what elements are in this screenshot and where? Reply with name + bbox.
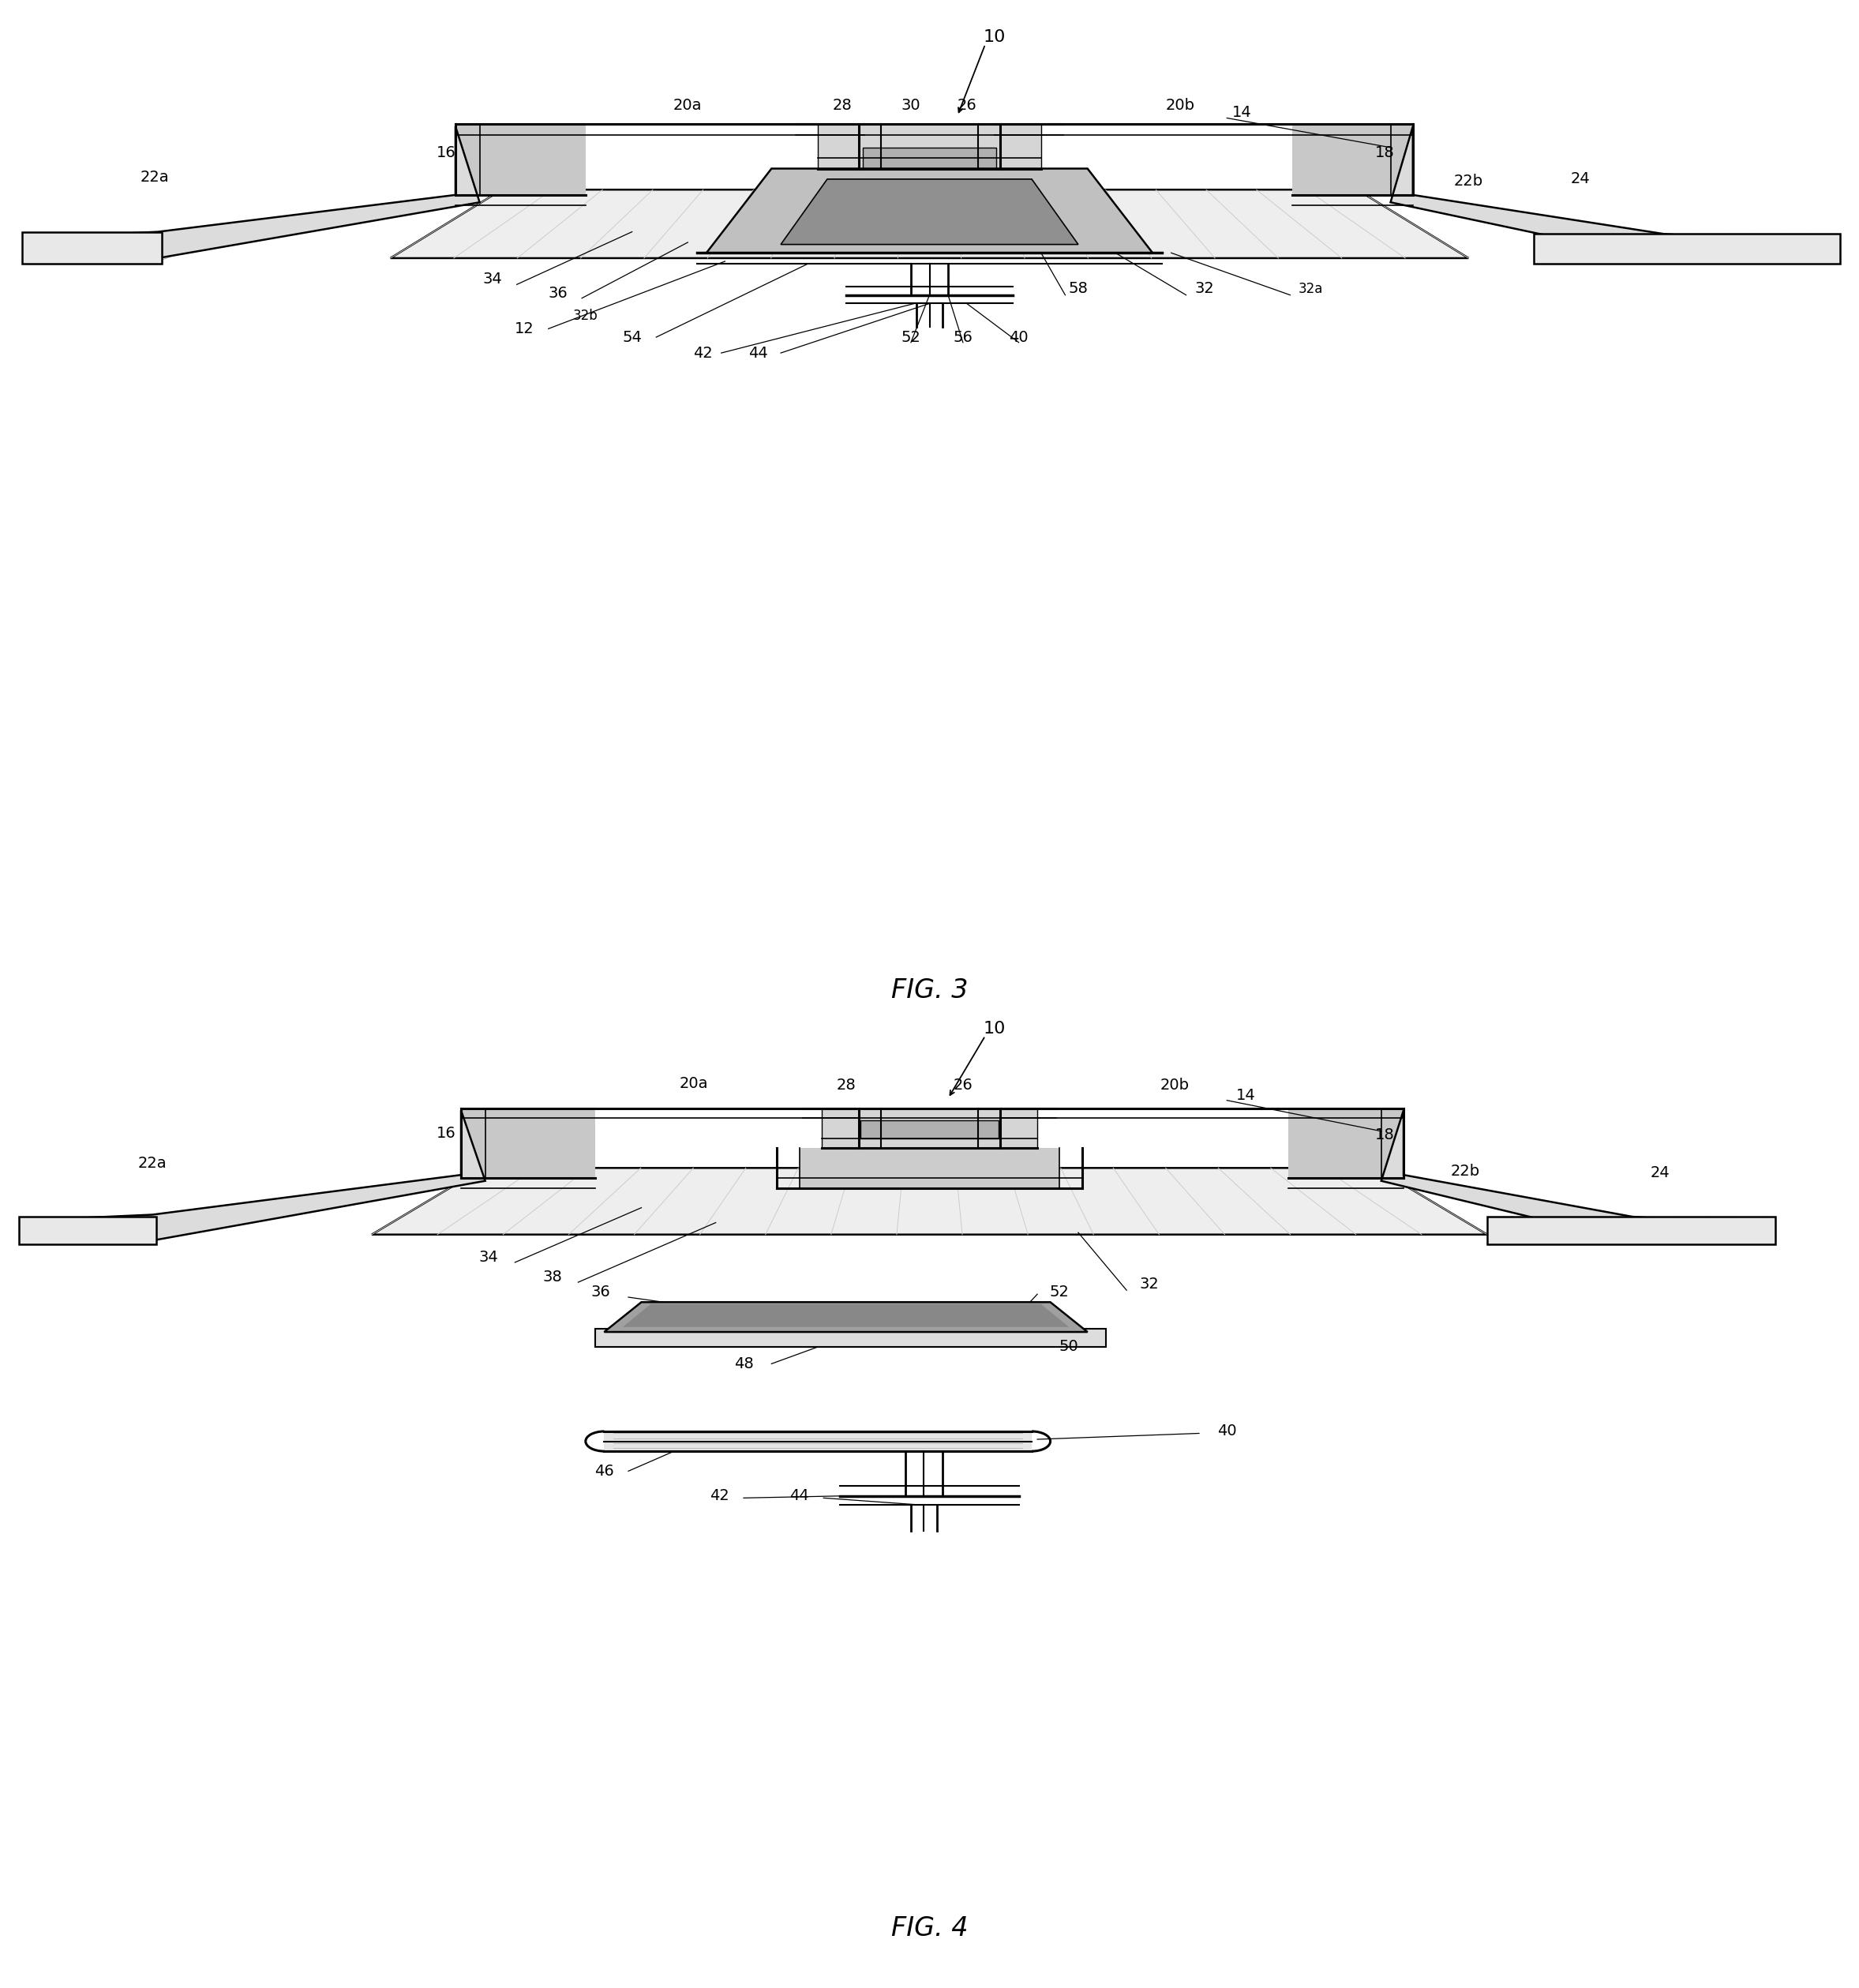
Polygon shape: [623, 1304, 1069, 1328]
Text: 56: 56: [954, 330, 972, 344]
Bar: [1288, 1107, 1404, 1177]
Text: 36: 36: [591, 1284, 610, 1300]
Text: 10: 10: [983, 30, 1006, 46]
Bar: [455, 125, 586, 195]
Bar: [1292, 125, 1413, 195]
Text: 54: 54: [623, 330, 641, 344]
Bar: [461, 1107, 595, 1177]
Text: 14: 14: [1236, 1087, 1255, 1103]
Text: 24: 24: [1571, 171, 1589, 187]
Text: FIG. 3: FIG. 3: [890, 978, 969, 1004]
Text: 26: 26: [957, 97, 976, 113]
Text: 36: 36: [548, 286, 567, 300]
Text: 20b: 20b: [1166, 97, 1195, 113]
Polygon shape: [41, 1109, 485, 1242]
Text: 16: 16: [437, 145, 455, 161]
Bar: [19, 1217, 156, 1244]
Bar: [799, 1147, 1060, 1187]
Text: 46: 46: [595, 1463, 613, 1479]
Text: 32a: 32a: [1298, 282, 1324, 296]
Text: 34: 34: [480, 1250, 498, 1264]
Text: 22b: 22b: [1450, 1163, 1480, 1179]
Polygon shape: [1391, 127, 1738, 264]
Text: 18: 18: [1376, 145, 1394, 161]
Text: 40: 40: [1009, 330, 1028, 344]
Text: 48: 48: [734, 1356, 753, 1372]
Bar: [1487, 1217, 1775, 1244]
Text: 20b: 20b: [1160, 1077, 1190, 1093]
Polygon shape: [706, 169, 1153, 252]
Text: 22b: 22b: [1454, 173, 1483, 189]
Polygon shape: [372, 1169, 1487, 1235]
Text: 10: 10: [983, 1022, 1006, 1036]
Text: 16: 16: [437, 1125, 455, 1141]
Bar: [861, 1121, 998, 1137]
Text: 32: 32: [1195, 280, 1214, 296]
Text: 40: 40: [1218, 1423, 1236, 1439]
Bar: [822, 1107, 1037, 1149]
Bar: [595, 1328, 1106, 1348]
Text: 14: 14: [1233, 105, 1251, 119]
Bar: [604, 1431, 1032, 1451]
Text: 26: 26: [954, 1077, 972, 1093]
Text: 12: 12: [515, 322, 534, 336]
Text: 42: 42: [693, 346, 712, 360]
Text: 28: 28: [837, 1077, 855, 1093]
Text: 32b: 32b: [573, 308, 599, 324]
Text: 22a: 22a: [139, 169, 169, 185]
Text: 20a: 20a: [673, 97, 703, 113]
Text: 20a: 20a: [679, 1076, 708, 1091]
Polygon shape: [46, 127, 480, 260]
Text: 32: 32: [1140, 1276, 1158, 1292]
Polygon shape: [1381, 1109, 1692, 1244]
Polygon shape: [390, 189, 1469, 258]
Text: 52: 52: [902, 330, 920, 344]
Text: 42: 42: [710, 1489, 729, 1503]
Text: 52: 52: [1050, 1284, 1069, 1300]
Text: FIG. 4: FIG. 4: [890, 1914, 969, 1942]
Text: 30: 30: [902, 97, 920, 113]
Text: 18: 18: [1376, 1127, 1394, 1143]
Bar: [22, 233, 162, 264]
Text: 44: 44: [790, 1489, 809, 1503]
Polygon shape: [604, 1302, 1088, 1332]
Text: 24: 24: [1651, 1165, 1669, 1181]
Text: 58: 58: [1069, 280, 1088, 296]
Bar: [818, 125, 1041, 169]
Text: 34: 34: [483, 272, 502, 286]
Text: 38: 38: [543, 1270, 561, 1284]
Bar: [863, 147, 996, 169]
Text: 44: 44: [749, 346, 768, 360]
Polygon shape: [781, 179, 1078, 245]
Text: 22a: 22a: [138, 1155, 167, 1171]
Bar: [1534, 235, 1840, 264]
Text: 50: 50: [1060, 1340, 1078, 1354]
Text: 28: 28: [833, 97, 851, 113]
